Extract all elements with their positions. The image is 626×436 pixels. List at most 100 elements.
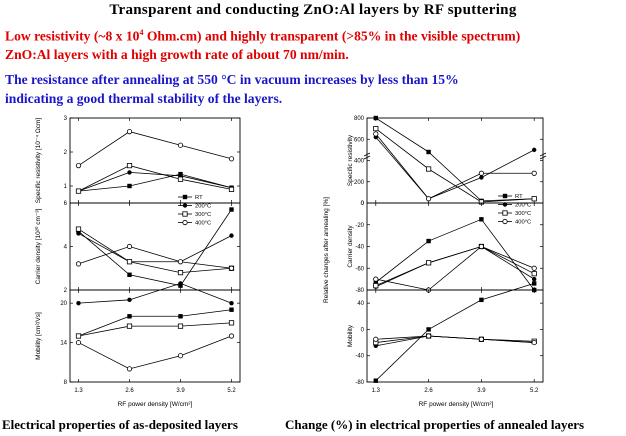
y-tick-label: 0 [361, 327, 365, 333]
y-tick-label: 14 [60, 341, 67, 347]
data-point [478, 336, 484, 342]
data-point [479, 217, 484, 222]
data-point [531, 196, 537, 202]
y-tick-label: 8 [64, 380, 68, 386]
series-line [375, 335, 535, 343]
data-point [228, 265, 235, 271]
x-tick-label: 2.6 [424, 388, 433, 394]
y-tick-label: 6 [64, 201, 68, 207]
axis-break-left [363, 152, 371, 160]
shared-y-axis-label: Relative changes after annealing [%] [323, 197, 330, 303]
x-axis-label: RF power density [W/cm²] [419, 401, 494, 408]
data-point [425, 260, 432, 266]
legend-label: RT [515, 194, 523, 200]
data-point [478, 243, 484, 250]
data-point [126, 366, 133, 372]
summary-line-3: The resistance after annealing at 550 °C… [5, 72, 459, 87]
x-axis-label: RF power density [W/cm²] [118, 401, 193, 408]
data-point [177, 269, 184, 276]
x-tick-label: 5.2 [530, 388, 539, 394]
y-axis-label: Specific resistivity [347, 134, 354, 186]
data-point [478, 170, 484, 176]
series-line [375, 283, 535, 381]
data-point [126, 259, 133, 265]
data-point [127, 314, 132, 319]
series-line [78, 228, 232, 274]
y-tick-label: 200 [354, 180, 365, 186]
data-point [127, 272, 132, 277]
legend-marker [182, 211, 188, 217]
legend-label: 400°C [515, 220, 531, 226]
series-line [78, 322, 232, 337]
y-tick-label: 4 [64, 245, 68, 251]
data-point [228, 186, 235, 192]
legend-label: 300°C [515, 211, 531, 217]
x-tick-label: 5.2 [227, 388, 236, 394]
data-point [126, 162, 133, 169]
legend-label: 400°C [195, 221, 211, 227]
data-point [126, 243, 133, 250]
caption-left: Electrical properties of as-deposited la… [2, 417, 238, 432]
data-point [532, 276, 537, 282]
series-line [375, 117, 535, 202]
data-point [373, 126, 379, 132]
y-axis-label: Carrier density [10²⁰ cm⁻³] [34, 208, 42, 284]
legend-label: 200°C [515, 203, 531, 209]
data-point [177, 259, 184, 265]
data-point [532, 281, 537, 286]
data-point [531, 271, 537, 277]
summary-line-2: ZnO:Al layers with a high growth rate of… [5, 47, 349, 62]
data-point [373, 276, 379, 282]
data-point [425, 196, 432, 202]
data-point [373, 280, 378, 285]
data-point [127, 297, 132, 303]
legend-marker [182, 194, 188, 200]
x-tick-label: 1.3 [74, 388, 83, 394]
data-point [75, 333, 82, 339]
data-point [373, 115, 378, 121]
data-point [177, 142, 184, 148]
caption-right: Change (%) in electrical properties of a… [285, 417, 585, 432]
data-point [126, 129, 133, 135]
series-line [375, 246, 535, 288]
x-tick-label: 3.9 [477, 388, 486, 394]
series-line [78, 233, 232, 263]
y-tick-label: -40 [355, 354, 364, 360]
series-line [375, 246, 535, 291]
legend-marker [502, 202, 508, 207]
series-line [375, 128, 535, 203]
y-tick-label: -40 [355, 245, 364, 251]
legend-label: RT [195, 195, 203, 201]
data-point [229, 307, 234, 312]
data-point [373, 283, 379, 289]
y-axis-label: Carrier density [347, 225, 354, 268]
data-point [425, 333, 432, 339]
series-line [78, 171, 232, 192]
data-point [126, 323, 133, 329]
series-line [78, 165, 232, 192]
data-point [229, 300, 234, 306]
x-tick-label: 3.9 [176, 388, 185, 394]
data-point [127, 183, 132, 189]
data-point [178, 283, 183, 288]
data-point [76, 300, 81, 306]
series-line [78, 335, 232, 370]
legend-label: 200°C [195, 204, 211, 210]
summary-line-4: indicating a good thermal stability of t… [5, 91, 283, 106]
data-point [228, 156, 235, 162]
y-tick-label: 20 [60, 301, 67, 307]
axis-break-right [539, 152, 547, 160]
panel-frame [69, 202, 241, 291]
x-tick-label: 2.6 [125, 388, 134, 394]
data-point [177, 323, 184, 329]
data-point [178, 314, 183, 319]
legend-marker [182, 219, 188, 226]
x-tick-label: 1.3 [372, 388, 381, 394]
y-tick-label: -80 [355, 380, 364, 386]
series-line [375, 218, 535, 291]
series-line [78, 173, 232, 192]
data-point [531, 265, 537, 271]
legend-label: 300°C [195, 212, 211, 218]
y-tick-label: 1 [64, 184, 68, 190]
